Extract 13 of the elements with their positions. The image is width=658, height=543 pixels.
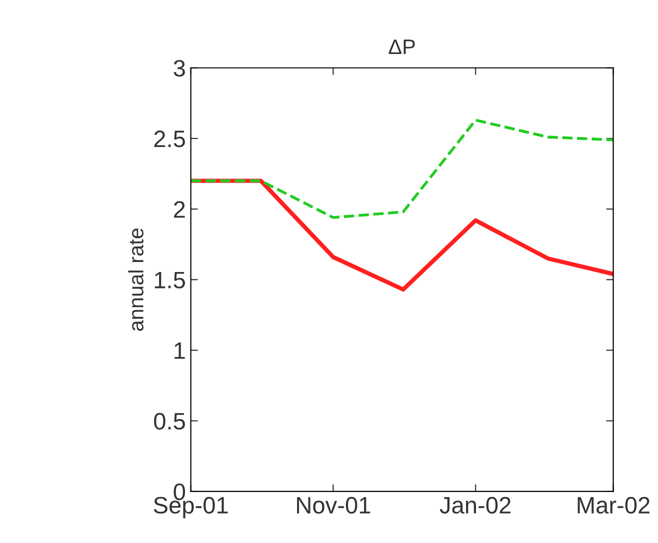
- x-tick-label: Jan-02: [440, 496, 510, 514]
- chart-title: ΔP: [388, 40, 415, 54]
- x-tick-label: Mar-02: [578, 496, 650, 514]
- y-tick-label: 2: [174, 201, 185, 218]
- y-axis-title: annual rate: [128, 228, 144, 331]
- x-tick-label: Nov-01: [297, 496, 370, 514]
- y-tick-label: 0.5: [154, 412, 185, 430]
- line-series: [190, 178, 614, 292]
- y-tick-label: 3: [174, 60, 185, 77]
- y-tick-label: 1.5: [154, 272, 185, 288]
- y-tick-label: 1: [174, 342, 185, 359]
- line-series: [190, 118, 614, 219]
- y-tick-label: 2.5: [154, 130, 185, 148]
